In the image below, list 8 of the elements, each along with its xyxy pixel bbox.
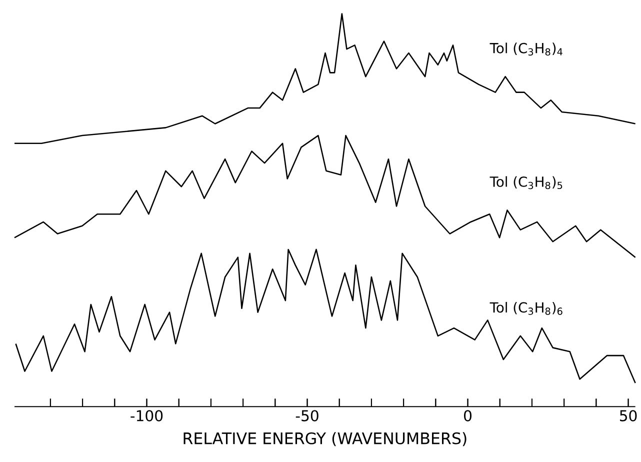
series-label: Tol (C$_{3}$H$_{8}$)$_{6}$: [490, 302, 562, 315]
x-tick-label: 0: [464, 410, 472, 422]
series-label: Tol (C$_{3}$H$_{8}$)$_{4}$: [490, 42, 562, 56]
series-label: Tol (C$_{3}$H$_{8}$)$_{5}$: [490, 176, 562, 190]
x-tick-label: 50: [620, 410, 637, 422]
x-tick-label: -100: [130, 410, 163, 422]
x-axis-title: RELATIVE ENERGY (WAVENUMBERS): [184, 432, 466, 446]
x-tick-label: -50: [296, 410, 318, 422]
